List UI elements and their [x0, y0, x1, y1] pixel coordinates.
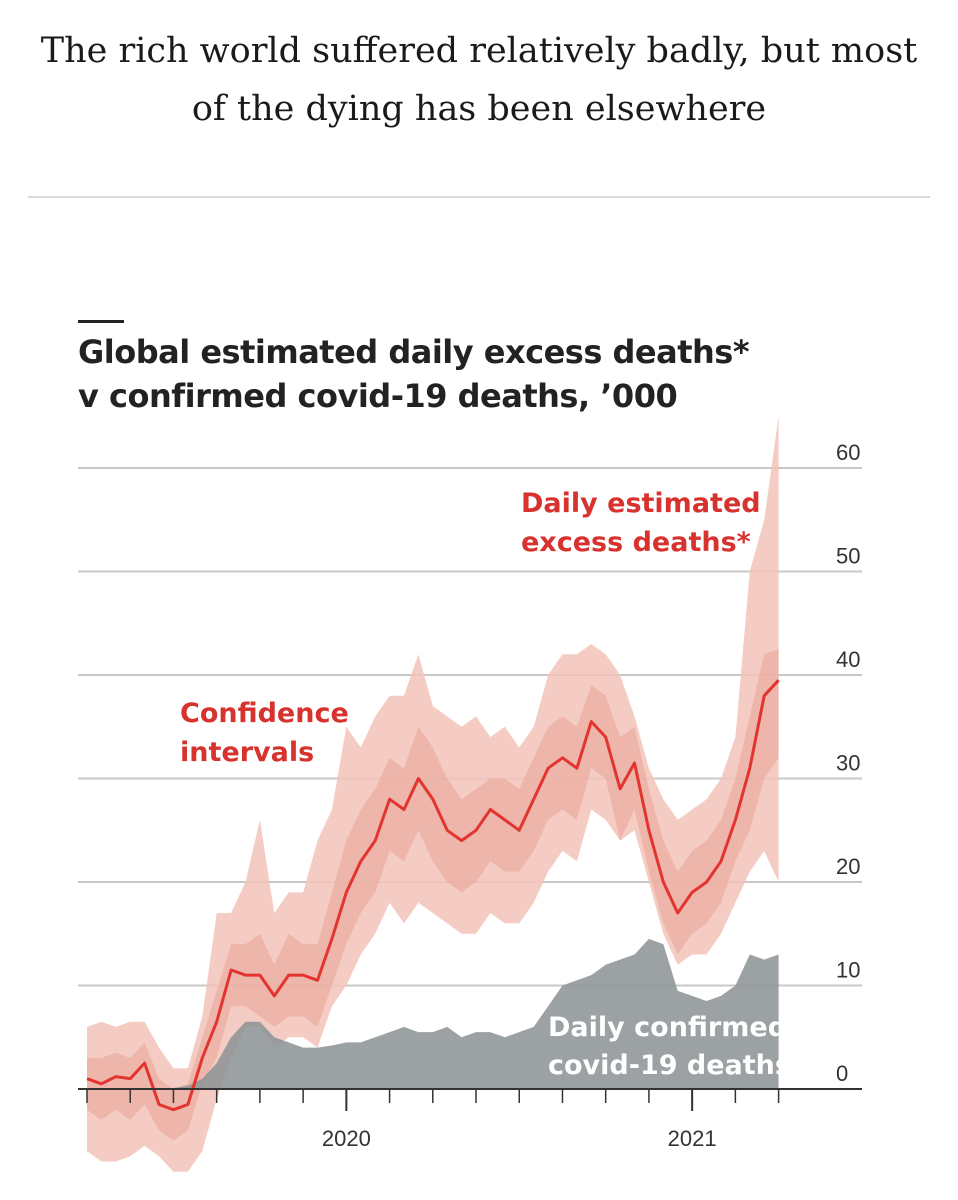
- y-tick-label-10: 10: [836, 958, 860, 983]
- y-tick-label-40: 40: [836, 647, 860, 672]
- excess-deaths-line-group: [86, 679, 780, 1112]
- chart-tag-bar: [78, 320, 124, 323]
- y-tick-label-20: 20: [836, 854, 860, 879]
- headline-line-1: The rich world suffered relatively badly…: [40, 31, 918, 71]
- confidence-label-line-1: Confidence: [180, 698, 349, 729]
- x-tick-label-2021: 2021: [668, 1126, 717, 1151]
- chart-title-line-2: v confirmed covid-19 deaths, ’000: [78, 377, 678, 415]
- excess-label-line-2: excess deaths*: [521, 527, 751, 558]
- headline: The rich world suffered relatively badly…: [20, 22, 938, 138]
- x-tick-label-2020: 2020: [322, 1126, 371, 1151]
- y-tick-labels: 0 10 20 30 40 50 60: [836, 440, 860, 1086]
- y-tick-label-30: 30: [836, 751, 860, 776]
- confirmed-deaths-area-group: [87, 938, 779, 1089]
- y-tick-label-0: 0: [836, 1061, 848, 1086]
- chart-title: Global estimated daily excess deaths* v …: [78, 330, 798, 418]
- x-axis: 2020 2021: [78, 1088, 862, 1151]
- confirmed-deaths-area: [87, 938, 779, 1089]
- confidence-label-line-2: intervals: [180, 737, 314, 768]
- y-tick-label-60: 60: [836, 440, 860, 465]
- confidence-bands: [87, 416, 779, 1172]
- annotations: Daily estimated excess deaths* Confidenc…: [180, 488, 791, 1081]
- excess-label-line-1: Daily estimated: [521, 488, 761, 519]
- confirmed-label-line-2: covid-19 deaths: [548, 1050, 791, 1081]
- headline-line-2: of the dying has been elsewhere: [191, 89, 767, 129]
- y-tick-label-50: 50: [836, 544, 860, 569]
- confirmed-label-line-1: Daily confirmed: [548, 1012, 787, 1043]
- confidence-band-inner: [87, 649, 779, 1141]
- divider: [28, 196, 930, 198]
- chart-title-line-1: Global estimated daily excess deaths*: [78, 333, 750, 371]
